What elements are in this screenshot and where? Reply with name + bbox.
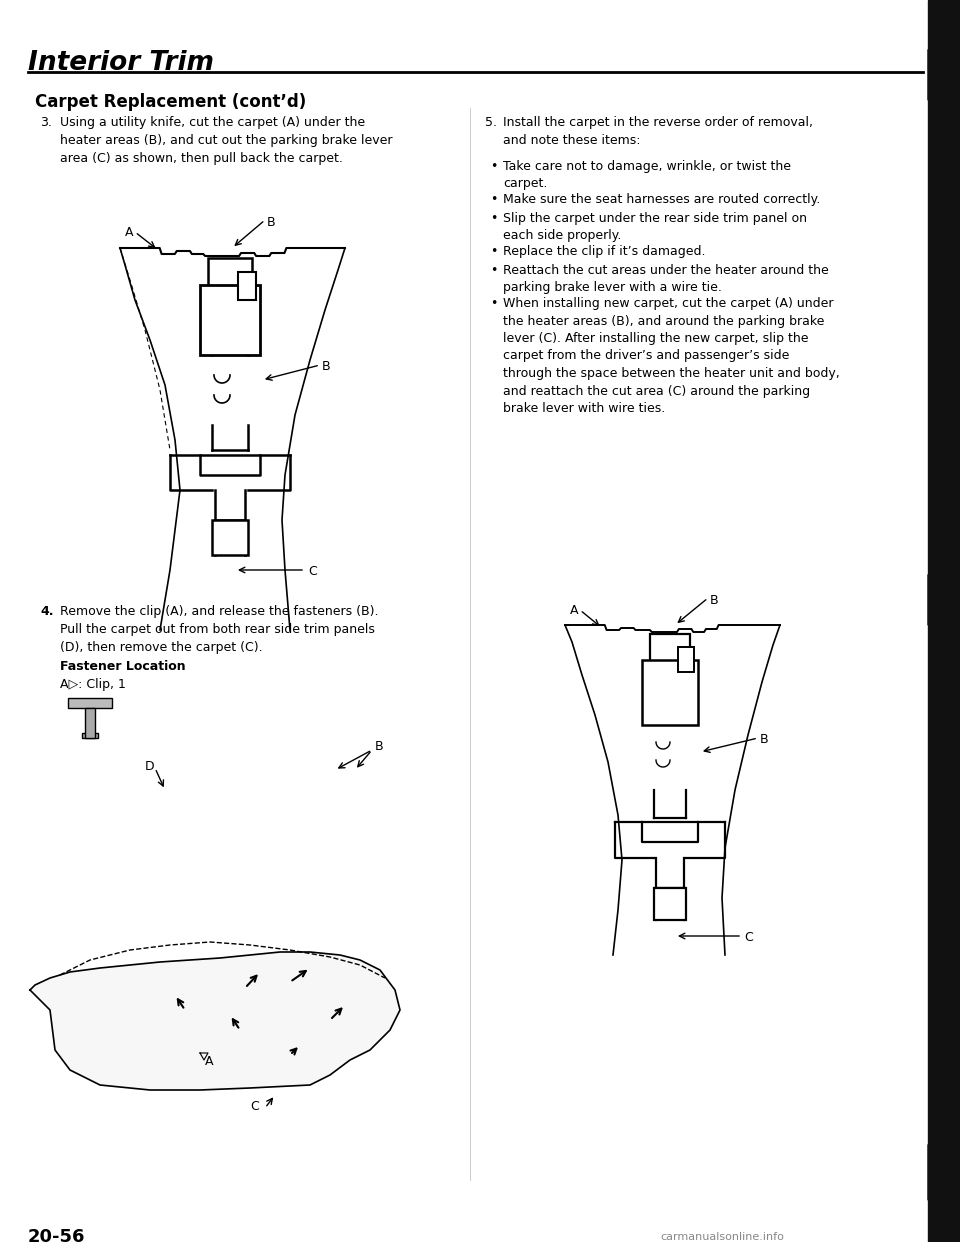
Bar bbox=[238, 272, 256, 301]
Text: 4.: 4. bbox=[40, 605, 54, 619]
Bar bbox=[200, 284, 260, 355]
Text: •: • bbox=[490, 193, 497, 206]
Text: •: • bbox=[490, 212, 497, 225]
Text: Carpet Replacement (cont’d): Carpet Replacement (cont’d) bbox=[35, 93, 306, 111]
Bar bbox=[654, 888, 686, 920]
Polygon shape bbox=[928, 35, 960, 101]
Polygon shape bbox=[928, 560, 960, 625]
Text: A: A bbox=[125, 226, 133, 238]
Text: carmanualsonline.info: carmanualsonline.info bbox=[660, 1232, 784, 1242]
Bar bbox=[212, 520, 248, 555]
Text: 20-56: 20-56 bbox=[28, 1228, 85, 1242]
Text: B: B bbox=[760, 733, 769, 746]
Text: B: B bbox=[375, 740, 384, 753]
Polygon shape bbox=[928, 1130, 960, 1200]
Text: Remove the clip (A), and release the fasteners (B).
Pull the carpet out from bot: Remove the clip (A), and release the fas… bbox=[60, 605, 378, 655]
Text: •: • bbox=[490, 265, 497, 277]
Text: Interior Trim: Interior Trim bbox=[28, 50, 214, 76]
Bar bbox=[82, 733, 98, 738]
Text: D: D bbox=[145, 760, 155, 773]
Text: 3.: 3. bbox=[40, 116, 52, 129]
Text: A: A bbox=[205, 1054, 213, 1068]
Text: Reattach the cut areas under the heater around the
parking brake lever with a wi: Reattach the cut areas under the heater … bbox=[503, 265, 828, 294]
Bar bbox=[650, 633, 690, 672]
Text: C: C bbox=[250, 1100, 259, 1113]
Text: Take care not to damage, wrinkle, or twist the
carpet.: Take care not to damage, wrinkle, or twi… bbox=[503, 160, 791, 190]
Text: A▷: Clip, 1: A▷: Clip, 1 bbox=[60, 678, 126, 691]
Bar bbox=[68, 698, 112, 708]
Text: •: • bbox=[490, 297, 497, 310]
Text: B: B bbox=[710, 594, 719, 607]
Text: When installing new carpet, cut the carpet (A) under
the heater areas (B), and a: When installing new carpet, cut the carp… bbox=[503, 297, 840, 415]
Text: Install the carpet in the reverse order of removal,
and note these items:: Install the carpet in the reverse order … bbox=[503, 116, 813, 147]
Text: B: B bbox=[322, 360, 330, 373]
Bar bbox=[928, 0, 960, 1242]
Text: Slip the carpet under the rear side trim panel on
each side properly.: Slip the carpet under the rear side trim… bbox=[503, 212, 807, 242]
Text: Fastener Location: Fastener Location bbox=[60, 660, 185, 673]
Text: C: C bbox=[308, 565, 317, 578]
Bar bbox=[85, 708, 95, 738]
Text: Make sure the seat harnesses are routed correctly.: Make sure the seat harnesses are routed … bbox=[503, 193, 820, 206]
Bar bbox=[208, 258, 252, 301]
Text: A: A bbox=[570, 604, 579, 617]
Text: Using a utility knife, cut the carpet (A) under the
heater areas (B), and cut ou: Using a utility knife, cut the carpet (A… bbox=[60, 116, 393, 165]
Text: 5.: 5. bbox=[485, 116, 497, 129]
Text: B: B bbox=[267, 216, 276, 229]
Text: •: • bbox=[490, 245, 497, 258]
Bar bbox=[642, 660, 698, 725]
Polygon shape bbox=[30, 953, 400, 1090]
Text: C: C bbox=[744, 932, 753, 944]
Text: Replace the clip if it’s damaged.: Replace the clip if it’s damaged. bbox=[503, 245, 706, 258]
Text: •: • bbox=[490, 160, 497, 173]
Bar bbox=[678, 647, 694, 672]
